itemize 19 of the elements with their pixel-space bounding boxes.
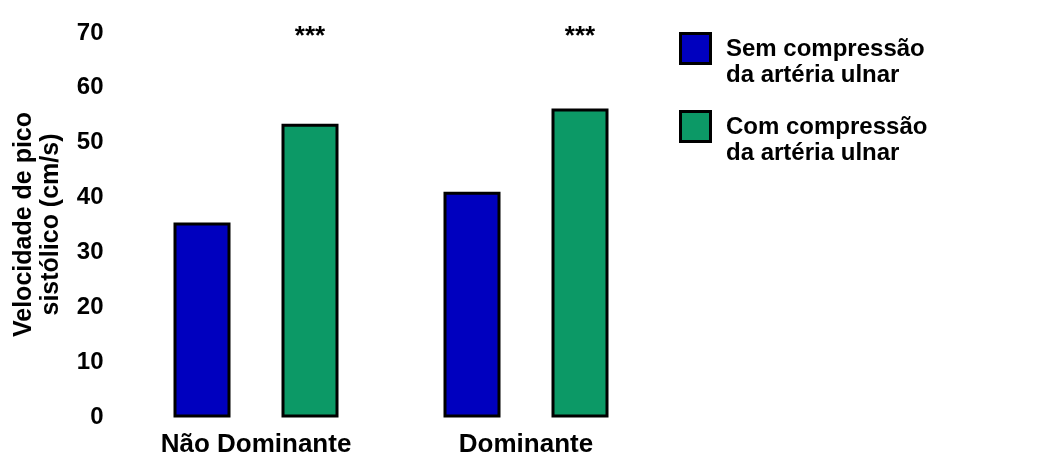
y-tick-label: 0 (90, 401, 104, 429)
y-tick-label: 30 (76, 236, 104, 264)
bar (551, 108, 609, 418)
y-tick-label: 70 (76, 17, 104, 45)
annotation: *** (564, 20, 597, 50)
x-tick-label: Não Dominante (160, 427, 352, 458)
y-tick-label: 40 (76, 182, 104, 210)
legend-label: Sem compressão da artéria ulnar (726, 33, 925, 87)
y-tick-label: 10 (76, 346, 104, 374)
y-tick-label: 60 (76, 72, 104, 100)
annotation: *** (294, 20, 327, 50)
x-tick-label: Dominante (458, 427, 594, 458)
y-tick-label: 20 (76, 291, 104, 319)
y-tick-label: 50 (76, 127, 104, 155)
bar (443, 191, 501, 418)
legend-label: Com compressão da artéria ulnar (726, 111, 928, 165)
bar (173, 222, 231, 418)
y-axis-title: Velocidade de pico sistólico (cm/s) (7, 111, 63, 338)
bar (281, 123, 339, 418)
